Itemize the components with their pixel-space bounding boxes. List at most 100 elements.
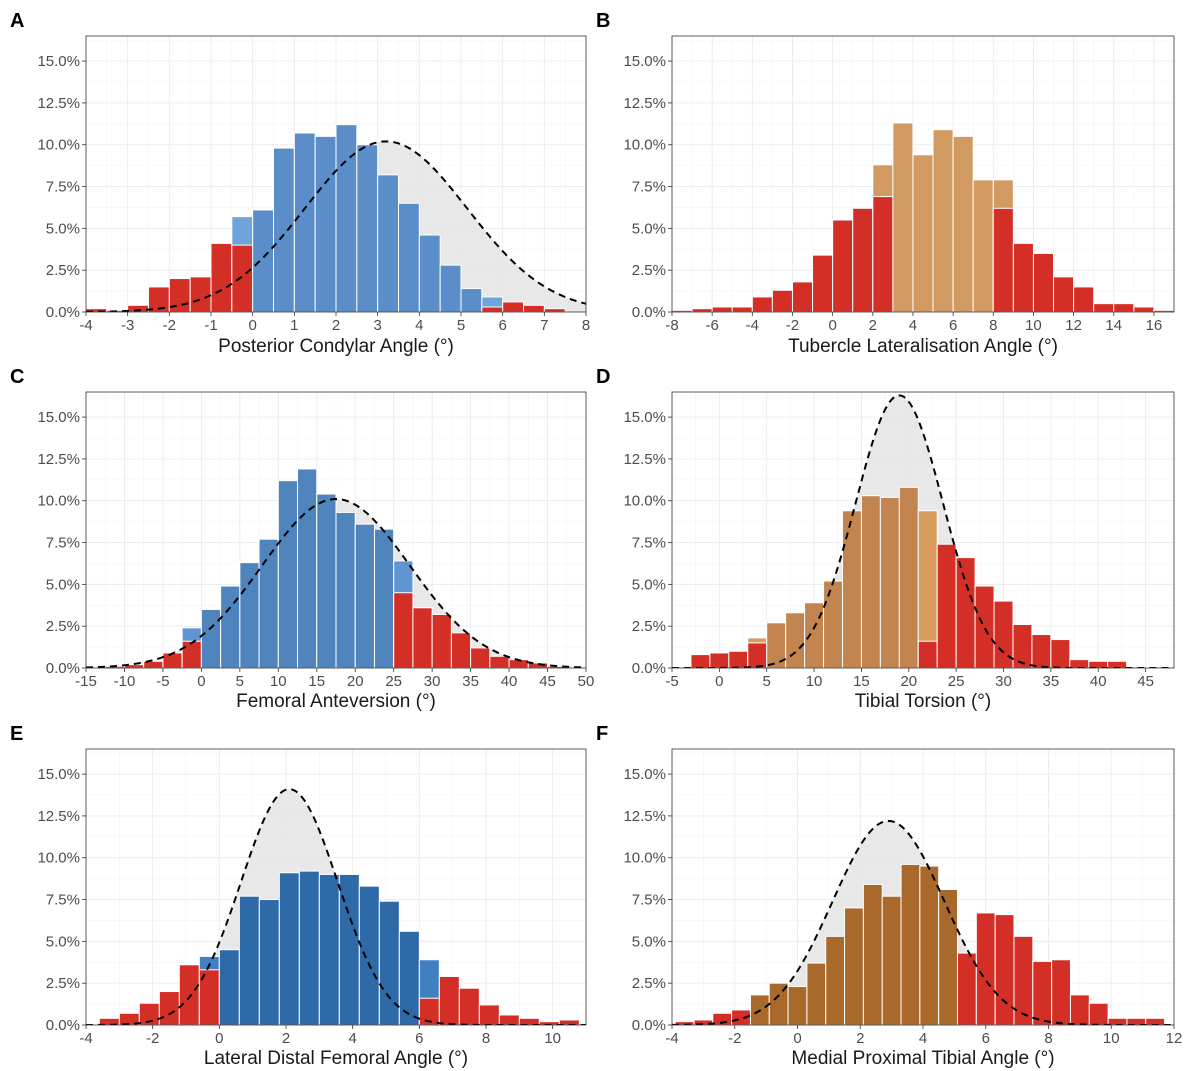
histogram-bar [412,607,433,668]
x-tick-label: 8 [482,1030,490,1047]
histogram-bar [358,885,380,1025]
histogram-bar [200,608,222,668]
y-tick-label: 7.5% [46,535,80,552]
histogram-bar [957,952,977,1025]
x-tick-label: 14 [1105,317,1122,334]
x-tick-label: -1 [204,317,217,334]
histogram-bar [1145,1017,1166,1025]
x-tick-label: 10 [1025,317,1042,334]
histogram-bar [1050,639,1071,668]
y-tick-label: 10.0% [623,850,666,867]
panel-letter: B [596,10,610,32]
y-tick-label: 7.5% [46,892,80,909]
histogram-bar [1069,994,1090,1025]
panel-a: -4 -3 -2 -1 0 1 2 3 4 5 6 7 8 0.0% 2.5% 5.0% 7.5% 10.0% 12… [10,10,590,357]
histogram-bar [318,873,340,1025]
x-tick-label: 7 [540,317,548,334]
histogram-bar [398,202,420,312]
overlap-bar [992,207,1014,312]
histogram-bar [881,895,902,1025]
histogram-bar [709,652,730,668]
density-curve [86,498,586,668]
histogram-bar [932,129,954,312]
y-tick-label: 15.0% [37,766,80,783]
histogram-bar [470,647,491,668]
histogram-bar [178,964,200,1025]
x-tick-label: 2 [332,317,340,334]
x-tick-label: 35 [462,673,479,690]
x-tick-label: -4 [665,1030,678,1047]
x-tick-label: -3 [121,317,134,334]
histogram-bar [812,254,834,312]
x-tick-label: 0 [215,1030,223,1047]
histogram-bar [1088,1002,1109,1025]
panel-letter: C [10,366,24,388]
overlap-bar [747,642,768,668]
histogram-bar [785,612,806,668]
density-curve [86,140,586,312]
x-tick-label: 3 [373,317,381,334]
x-tick-label: 0 [248,317,256,334]
histogram-bar [975,912,996,1025]
y-tick-label: 5.0% [632,220,666,237]
histogram-bar [711,306,733,312]
x-tick-label: 30 [995,673,1012,690]
x-tick-label: 8 [582,317,590,334]
histogram-bar [278,872,300,1025]
x-axis-title: Medial Proximal Tibial Angle (°) [791,1048,1054,1069]
x-tick-label: 0 [197,673,205,690]
y-tick-label: 10.0% [623,137,666,154]
x-tick-label: 0 [828,317,836,334]
histogram-bar [1012,242,1034,312]
histogram-bar [439,264,462,312]
histogram-bar [458,987,480,1025]
x-tick-label: 25 [948,673,965,690]
panel-border [671,35,1175,313]
x-tick-label: -4 [79,317,92,334]
x-tick-label: 6 [498,317,506,334]
histogram-bar [1032,960,1053,1025]
histogram-bar [298,870,320,1025]
histogram-bar [258,538,279,668]
y-tick-label: 2.5% [632,975,666,992]
x-axis-title: Lateral Distal Femoral Angle (°) [204,1048,468,1069]
histogram-bar [1093,303,1115,312]
histogram-bar [460,288,483,312]
y-tick-label: 15.0% [37,53,80,70]
x-tick-label: 5 [236,673,244,690]
histogram-bar [791,281,814,312]
histogram-bar [1107,660,1128,668]
x-tick-label: 6 [982,1030,990,1047]
histogram-bar [912,154,934,312]
histogram-bar [952,135,974,312]
y-tick-label: 7.5% [632,179,666,196]
y-tick-label: 5.0% [632,933,666,950]
x-tick-label: 0 [793,1030,801,1047]
y-tick-label: 5.0% [46,220,80,237]
y-tick-label: 7.5% [632,535,666,552]
histogram-bar [373,528,395,668]
histogram-bar [955,557,976,668]
histogram-bar [852,207,874,312]
panel-border [85,748,587,1026]
panel-f: -4 -2 0 2 4 6 8 10 12 0.0% 2.5% 5.0% 7.5% 10.0% 12.5% 1… [596,723,1182,1069]
y-tick-label: 5.0% [632,576,666,593]
x-tick-label: -10 [114,673,136,690]
x-tick-label: 12 [1166,1030,1183,1047]
histogram-bar [518,1017,540,1025]
histogram-bar [502,301,524,312]
y-tick-label: 0.0% [632,660,666,677]
histogram-bar [258,899,280,1025]
x-tick-label: 8 [1044,1030,1052,1047]
y-tick-label: 2.5% [46,975,80,992]
histogram-bar [892,122,914,312]
x-tick-label: 20 [347,673,364,690]
y-tick-label: 0.0% [46,660,80,677]
panel-letter: E [10,723,23,745]
histogram-bar [898,486,919,668]
histogram-bar [1013,935,1034,1025]
histogram-bar [1032,252,1055,312]
histogram-bar [335,511,356,668]
histogram-bar [1051,959,1071,1025]
x-tick-label: -5 [665,673,678,690]
